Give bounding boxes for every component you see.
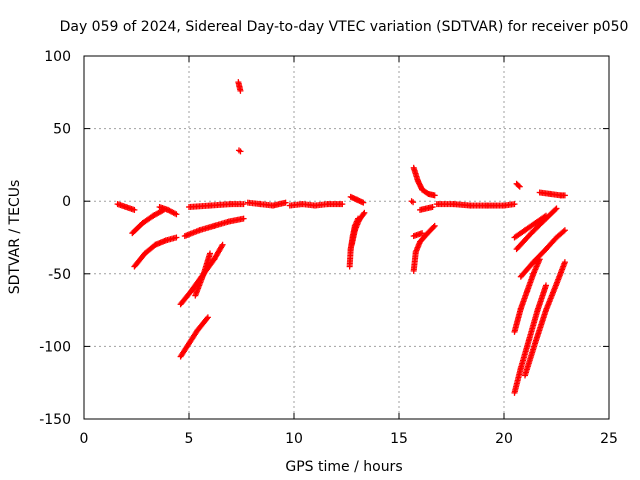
series-s22 <box>433 201 518 209</box>
x-tick-label: 20 <box>495 431 513 447</box>
series-s06 <box>177 314 211 360</box>
series-s07 <box>192 250 213 299</box>
x-tick-label: 25 <box>600 431 618 447</box>
series-s17 <box>410 164 438 199</box>
series-s19 <box>410 222 438 274</box>
series-s11 <box>235 147 244 155</box>
series-s20 <box>410 230 426 240</box>
y-tick-labels: -150 -100 -50 0 50 100 <box>39 49 71 428</box>
chart-title: Day 059 of 2024, Sidereal Day-to-day VTE… <box>60 19 629 35</box>
series-s05 <box>177 241 226 308</box>
series-s03 <box>131 234 180 270</box>
series-s12 <box>244 199 289 209</box>
series-s13 <box>286 201 346 209</box>
series-s27 <box>511 256 543 335</box>
grid-lines <box>84 56 609 419</box>
series-s28 <box>511 282 549 396</box>
series-s16 <box>347 193 367 206</box>
series-s15 <box>348 209 368 248</box>
series-s10 <box>235 79 244 94</box>
y-axis-title: SDTVAR / TECUs <box>7 180 23 295</box>
y-tick-label: -100 <box>39 339 71 355</box>
series-s01 <box>114 201 138 213</box>
series-s04 <box>156 204 180 218</box>
y-tick-label: 100 <box>44 49 71 65</box>
series-s02 <box>129 206 167 237</box>
series-s09 <box>186 201 247 211</box>
x-tick-label: 0 <box>80 431 89 447</box>
series-s30 <box>536 189 568 199</box>
series-s24 <box>511 212 549 241</box>
x-tick-label: 5 <box>185 431 194 447</box>
series-s23 <box>513 180 523 190</box>
series-s18 <box>408 198 417 206</box>
series-s26 <box>517 227 568 280</box>
data-points <box>114 79 568 396</box>
series-s08 <box>181 215 247 240</box>
series-s29 <box>522 259 568 379</box>
x-tick-labels: 0 5 10 15 20 25 <box>80 431 618 447</box>
y-tick-label: 50 <box>53 122 71 138</box>
x-tick-label: 15 <box>390 431 408 447</box>
x-axis-title: GPS time / hours <box>285 459 402 475</box>
y-tick-label: -150 <box>39 412 71 428</box>
plot-frame <box>83 55 610 420</box>
series-s25 <box>513 205 560 253</box>
axis-ticks <box>83 55 610 420</box>
x-tick-label: 10 <box>285 431 303 447</box>
y-tick-label: 0 <box>62 194 71 210</box>
series-s21 <box>417 204 436 213</box>
y-tick-label: -50 <box>48 267 71 283</box>
